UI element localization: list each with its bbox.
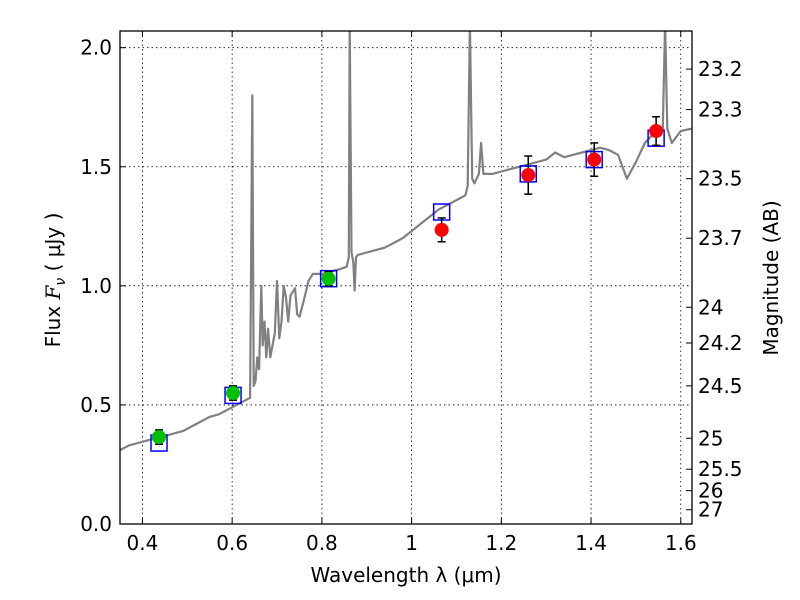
y-tick-label: 0.0 bbox=[80, 512, 112, 536]
y-tick-label: 2.0 bbox=[80, 36, 112, 60]
spectrum-layer bbox=[120, 31, 692, 452]
right-tick-label: 23.3 bbox=[698, 98, 743, 122]
x-tick-label: 1.6 bbox=[665, 531, 697, 555]
spectrum-line bbox=[120, 31, 692, 452]
right-tick-label: 24 bbox=[698, 295, 723, 319]
y-tick-label: 1.0 bbox=[80, 274, 112, 298]
y-axis-label-right: Magnitude (AB) bbox=[759, 200, 783, 355]
right-tick-label: 24.2 bbox=[698, 331, 743, 355]
y-tick-label: 1.5 bbox=[80, 155, 112, 179]
right-tick-label: 25.5 bbox=[698, 457, 743, 481]
x-tick-label: 1.4 bbox=[575, 531, 607, 555]
detection-point bbox=[587, 152, 602, 167]
grid bbox=[120, 31, 692, 525]
x-tick-label: 0.4 bbox=[127, 531, 159, 555]
x-tick-label: 0.6 bbox=[216, 531, 248, 555]
detection-point bbox=[434, 222, 449, 237]
y-tick-label: 0.5 bbox=[80, 393, 112, 417]
tick-layer: 0.4 0.6 0.8 1 1.2 1.4 1.6 0.0 0.5 1.0 1.5 2.0 23.2 23… bbox=[80, 31, 743, 555]
detection-point bbox=[649, 124, 664, 139]
y-axis-label-prefix: Flux bbox=[41, 299, 65, 347]
right-tick-label: 25 bbox=[698, 426, 723, 450]
right-tick-label: 23.5 bbox=[698, 167, 743, 191]
detection-point bbox=[152, 430, 167, 445]
y-axis-label-left: Flux Fν ( μJy ) bbox=[41, 213, 69, 348]
detection-point bbox=[321, 271, 336, 286]
detection-point bbox=[521, 168, 536, 183]
x-axis-label: Wavelength λ (μm) bbox=[310, 563, 501, 587]
x-tick-label: 0.8 bbox=[306, 531, 338, 555]
x-tick-label: 1 bbox=[405, 531, 418, 555]
right-tick-label: 27 bbox=[698, 498, 723, 522]
y-axis-label-symbol: F bbox=[41, 284, 65, 300]
y-axis-label-suffix: ( μJy ) bbox=[41, 213, 65, 278]
model-photometry-square bbox=[319, 269, 338, 288]
marker-layer bbox=[150, 115, 665, 452]
detection-point bbox=[226, 386, 241, 401]
x-tick-label: 1.2 bbox=[485, 531, 517, 555]
right-tick-label: 23.2 bbox=[698, 57, 743, 81]
right-tick-label: 23.7 bbox=[698, 226, 743, 250]
y-axis-label-subscript: ν bbox=[53, 278, 69, 286]
right-tick-label: 26 bbox=[698, 479, 723, 503]
right-tick-label: 24.5 bbox=[698, 374, 743, 398]
plot-frame bbox=[119, 30, 693, 525]
